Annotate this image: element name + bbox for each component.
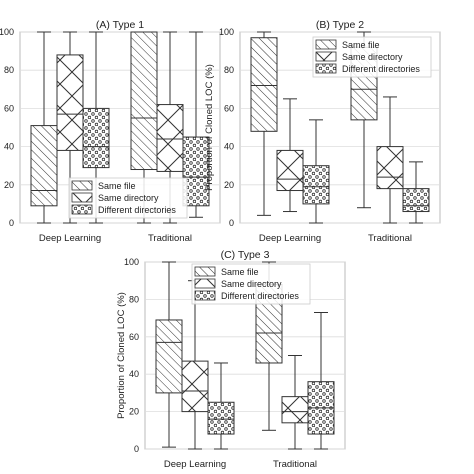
y-tick-label: 0 bbox=[9, 218, 14, 228]
box-cross-hatch bbox=[281, 355, 309, 450]
chart-panel-3: 0 20 40 60 80 100 (C) Type 3 Proportion of Clon… bbox=[116, 249, 346, 470]
legend-label: Same file bbox=[342, 40, 380, 50]
y-tick-label: 80 bbox=[129, 294, 139, 304]
box-diagonal-hatch bbox=[250, 31, 278, 216]
x-tick-label: Traditional bbox=[368, 233, 412, 244]
y-tick-label: 40 bbox=[4, 142, 14, 152]
x-tick-label: Deep Learning bbox=[164, 459, 226, 470]
y-tick-label: 60 bbox=[129, 332, 139, 342]
x-tick-label: Deep Learning bbox=[259, 233, 321, 244]
y-axis-label: Proportion of Cloned LOC (%) bbox=[204, 64, 215, 191]
x-tick-label: Traditional bbox=[148, 233, 192, 244]
y-tick-label: 60 bbox=[224, 103, 234, 113]
legend-swatch bbox=[315, 39, 337, 50]
box-body bbox=[276, 149, 304, 192]
legend: Same file Same directory Different directo… bbox=[312, 36, 432, 78]
legend-label: Same directory bbox=[98, 193, 159, 203]
legend-label: Different directories bbox=[221, 291, 299, 301]
box-diagonal-hatch bbox=[30, 31, 58, 224]
legend-swatch bbox=[71, 204, 93, 215]
y-tick-label: 80 bbox=[224, 65, 234, 75]
box-cross-hatch bbox=[376, 96, 404, 224]
y-tick-label: 40 bbox=[224, 142, 234, 152]
legend-label: Different directories bbox=[342, 64, 420, 74]
legend-swatch bbox=[315, 51, 337, 62]
box-body bbox=[156, 104, 184, 172]
box-body bbox=[56, 54, 84, 151]
legend-label: Same directory bbox=[221, 279, 282, 289]
legend-swatch bbox=[194, 290, 216, 301]
y-tick-label: 60 bbox=[4, 103, 14, 113]
y-tick-label: 20 bbox=[129, 407, 139, 417]
legend-swatch bbox=[71, 192, 93, 203]
chart-panel-2: 0 20 40 60 80 100 (B) Type 2 Proportion of Clon… bbox=[204, 19, 441, 244]
y-tick-label: 20 bbox=[4, 180, 14, 190]
box-diagonal-hatch bbox=[155, 261, 183, 448]
legend-label: Same file bbox=[221, 267, 259, 277]
box-dots bbox=[402, 161, 430, 224]
y-tick-label: 80 bbox=[4, 65, 14, 75]
x-tick-label: Deep Learning bbox=[39, 233, 101, 244]
x-tick-label: Traditional bbox=[273, 459, 317, 470]
chart-panel-1: 0 20 40 60 80 100 (A) Type 1 Deep Learning Tradi… bbox=[0, 19, 221, 244]
y-tick-label: 20 bbox=[224, 180, 234, 190]
box-cross-hatch bbox=[276, 98, 304, 213]
box-dots bbox=[207, 362, 235, 450]
box-body bbox=[250, 37, 278, 132]
box-body bbox=[402, 188, 430, 213]
legend-swatch bbox=[315, 63, 337, 74]
legend: Same file Same directory Different directo… bbox=[68, 177, 188, 219]
box-body bbox=[82, 107, 110, 169]
legend-swatch bbox=[194, 266, 216, 277]
y-tick-label: 0 bbox=[134, 444, 139, 454]
legend-swatch bbox=[71, 180, 93, 191]
y-tick-label: 100 bbox=[124, 257, 139, 267]
box-dots bbox=[302, 119, 330, 224]
box-body bbox=[281, 396, 309, 424]
box-body bbox=[155, 319, 183, 394]
legend-swatch bbox=[194, 278, 216, 289]
chart-title: (C) Type 3 bbox=[221, 249, 270, 261]
box-body bbox=[376, 146, 404, 190]
box-body bbox=[30, 125, 58, 207]
legend-label: Same directory bbox=[342, 52, 403, 62]
box-body bbox=[302, 165, 330, 205]
legend: Same file Same directory Different directo… bbox=[191, 263, 311, 305]
box-body bbox=[207, 401, 235, 435]
chart-title: (B) Type 2 bbox=[316, 19, 364, 31]
y-tick-label: 40 bbox=[129, 369, 139, 379]
y-axis-label: Proportion of Cloned LOC (%) bbox=[116, 292, 127, 419]
box-body bbox=[181, 360, 209, 413]
box-body bbox=[130, 31, 158, 171]
box-cross-hatch bbox=[156, 31, 184, 224]
y-tick-label: 0 bbox=[229, 218, 234, 228]
y-tick-label: 100 bbox=[219, 27, 234, 37]
legend-label: Same file bbox=[98, 181, 136, 191]
box-cross-hatch bbox=[56, 31, 84, 224]
y-tick-label: 100 bbox=[0, 27, 14, 37]
legend-label: Different directories bbox=[98, 205, 176, 215]
box-dots bbox=[307, 311, 335, 450]
chart-title: (A) Type 1 bbox=[96, 19, 144, 31]
